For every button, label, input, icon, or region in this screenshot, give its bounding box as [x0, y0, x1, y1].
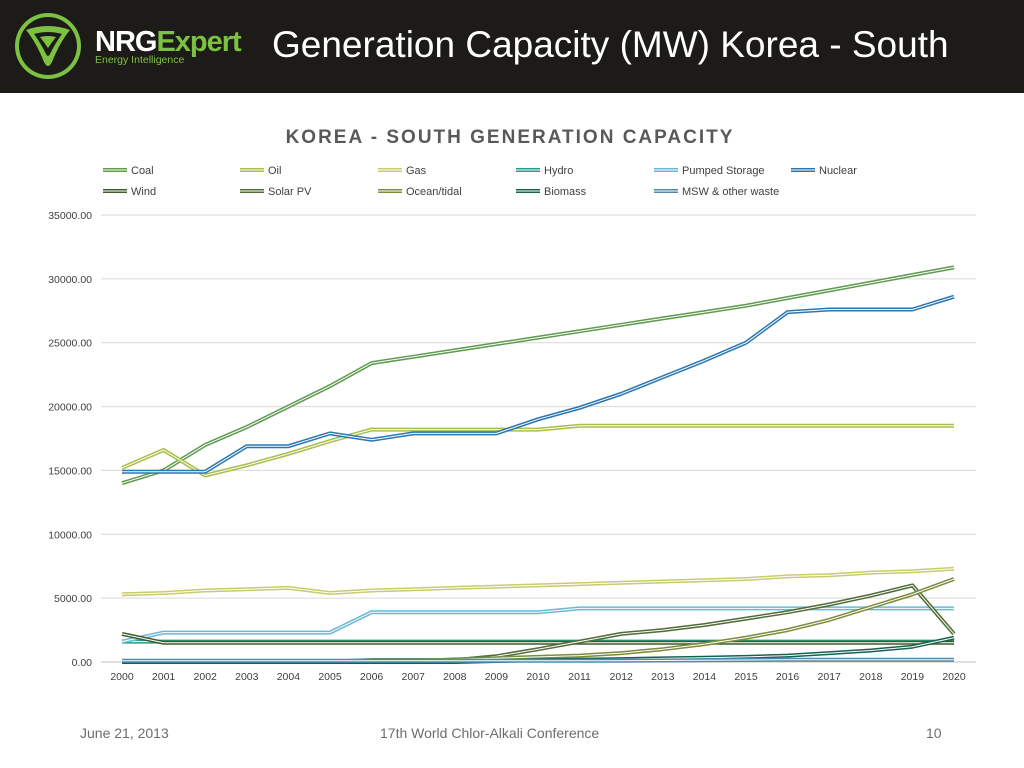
series-layer — [121, 265, 956, 664]
y-tick-label: 15000.00 — [48, 465, 92, 477]
y-tick-label: 35000.00 — [48, 210, 92, 222]
x-tick-label: 2015 — [734, 671, 758, 683]
x-tick-label: 2017 — [818, 671, 842, 683]
x-tick-label: 2019 — [901, 671, 925, 683]
chart-title: KOREA - SOUTH GENERATION CAPACITY — [286, 127, 735, 148]
series-line — [121, 423, 954, 478]
footer-conference: 17th World Chlor-Alkali Conference — [380, 725, 600, 741]
legend-entry: MSW & other waste — [654, 186, 779, 198]
line-chart: 0.00 5000.00 10000.00 15000.00 20000.00 25000… — [48, 127, 976, 683]
legend-entry: Nuclear — [791, 165, 857, 177]
series-line-outer — [121, 606, 954, 644]
series-line-inner — [122, 659, 954, 662]
brand-expert: Expert — [156, 26, 241, 58]
legend-label: Solar PV — [268, 186, 312, 198]
legend-entry: Hydro — [516, 165, 573, 177]
x-tick-label: 2010 — [526, 671, 550, 683]
series-line — [121, 606, 954, 644]
series-line-outer — [121, 265, 955, 486]
legend-label: MSW & other waste — [682, 186, 779, 198]
x-tick-label: 2018 — [859, 671, 883, 683]
x-tick-label: 2007 — [402, 671, 426, 683]
x-tick-label: 2016 — [776, 671, 800, 683]
series-line — [121, 566, 955, 597]
legend-label: Biomass — [544, 186, 587, 198]
series-line-outer — [122, 294, 955, 474]
series-line-inner — [121, 425, 954, 476]
brand-wordmark: NRGExpert Energy Intelligence — [95, 26, 242, 66]
series-line-inner — [121, 568, 955, 595]
brand-name: NRGExpert — [95, 26, 242, 58]
legend-entry: Coal — [103, 165, 154, 177]
x-tick-label: 2009 — [485, 671, 509, 683]
legend-layer: Coal Oil Gas Hydro Pumped Storage Nuclear Wind… — [103, 165, 857, 198]
footer-date: June 21, 2013 — [80, 725, 169, 741]
axis-layer: 0.00 5000.00 10000.00 15000.00 20000.00 25000… — [48, 210, 966, 683]
series-line — [122, 657, 954, 663]
x-tick-label: 2005 — [318, 671, 342, 683]
legend-label: Oil — [268, 165, 281, 177]
legend-label: Wind — [131, 186, 156, 198]
brand-tagline: Energy Intelligence — [95, 54, 185, 66]
x-tick-label: 2020 — [942, 671, 966, 683]
series-line-outer — [122, 583, 956, 664]
series-line — [121, 631, 954, 645]
x-tick-label: 2003 — [235, 671, 259, 683]
nrgexpert-triangle-logo-icon — [15, 13, 81, 79]
legend-label: Coal — [131, 165, 154, 177]
legend-label: Ocean/tidal — [406, 186, 462, 198]
legend-entry: Pumped Storage — [654, 165, 765, 177]
x-tick-label: 2008 — [443, 671, 467, 683]
x-tick-label: 2014 — [693, 671, 717, 683]
x-tick-label: 2012 — [610, 671, 634, 683]
series-line — [122, 583, 956, 664]
y-tick-label: 0.00 — [72, 657, 93, 669]
y-tick-label: 25000.00 — [48, 338, 92, 350]
x-tick-label: 2001 — [152, 671, 176, 683]
legend-label: Gas — [406, 165, 427, 177]
x-tick-label: 2011 — [568, 671, 591, 683]
series-line — [121, 265, 955, 486]
brand-nrg: NRG — [95, 26, 157, 58]
legend-entry: Solar PV — [240, 186, 312, 198]
legend-entry: Biomass — [516, 186, 587, 198]
series-line — [122, 294, 955, 474]
x-tick-label: 2006 — [360, 671, 384, 683]
y-tick-label: 5000.00 — [54, 593, 92, 605]
x-tick-label: 2004 — [277, 671, 301, 683]
series-line-inner — [121, 633, 954, 644]
y-tick-label: 20000.00 — [48, 402, 92, 414]
grid-layer — [101, 214, 976, 663]
legend-label: Hydro — [544, 165, 573, 177]
series-line-inner — [121, 266, 955, 484]
header-bar: NRGExpert Energy Intelligence Generation… — [0, 0, 1024, 93]
series-line-outer — [121, 423, 954, 478]
x-tick-label: 2002 — [194, 671, 218, 683]
legend-entry: Gas — [378, 165, 427, 177]
series-line-outer — [121, 631, 954, 645]
series-line-outer — [121, 566, 955, 597]
slide-title: Generation Capacity (MW) Korea - South — [272, 24, 949, 65]
legend-label: Nuclear — [819, 165, 857, 177]
x-tick-label: 2000 — [110, 671, 134, 683]
legend-label: Pumped Storage — [682, 165, 765, 177]
legend-entry: Oil — [240, 165, 281, 177]
y-tick-label: 10000.00 — [48, 529, 92, 541]
legend-entry: Ocean/tidal — [378, 186, 462, 198]
x-tick-label: 2013 — [651, 671, 675, 683]
footer-page-number: 10 — [926, 725, 942, 741]
legend-entry: Wind — [103, 186, 156, 198]
series-line-inner — [122, 296, 955, 473]
y-tick-label: 30000.00 — [48, 274, 92, 286]
